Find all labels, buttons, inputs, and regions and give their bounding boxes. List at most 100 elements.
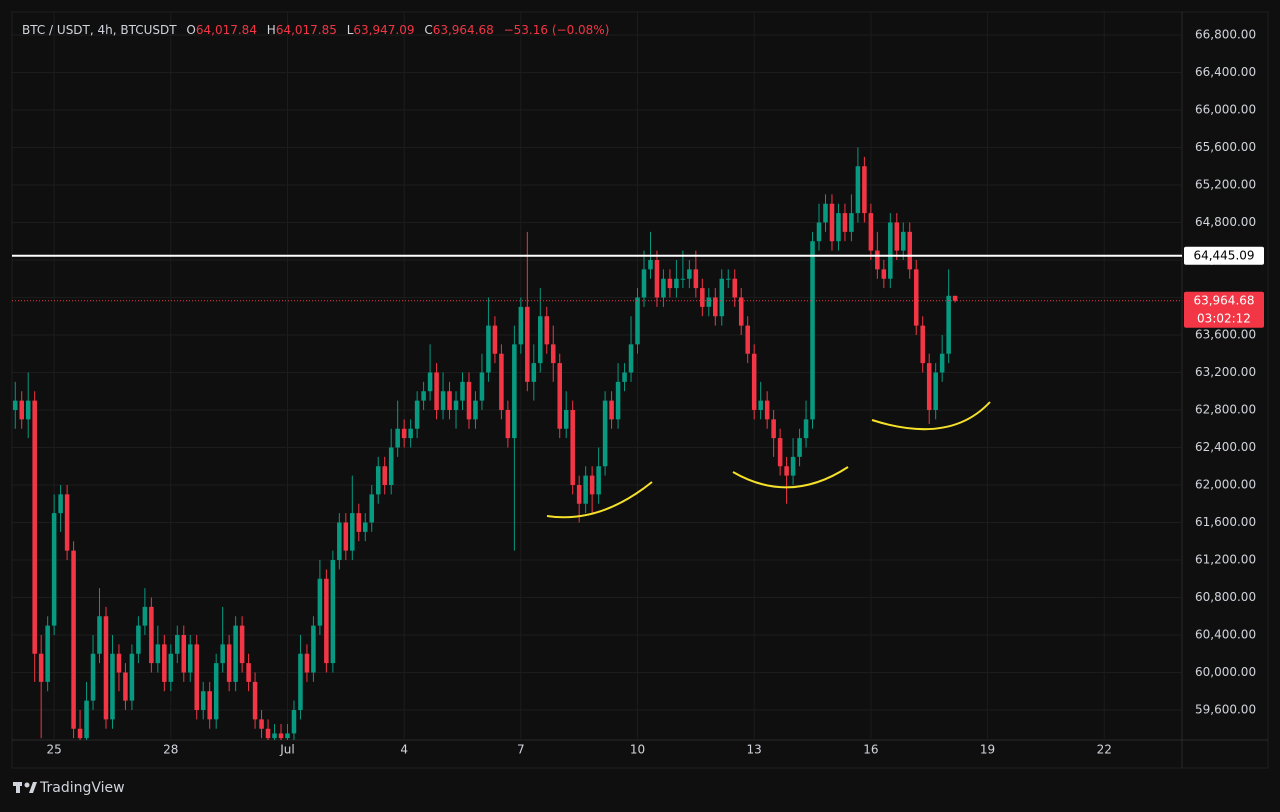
candle-body [304, 653, 310, 673]
candle-body [849, 213, 854, 232]
candle-body [181, 634, 187, 673]
candle-body [615, 381, 621, 420]
candle-body [926, 363, 932, 410]
x-tick-label: 19 [980, 743, 995, 757]
x-tick-label: 13 [747, 743, 762, 757]
logo: TradingView [13, 780, 125, 796]
y-tick-label: 62,000.00 [1195, 477, 1256, 491]
watermark: TradingView [39, 780, 125, 796]
x-tick-label: 25 [46, 743, 61, 757]
candle-body [149, 606, 154, 664]
candle-body [764, 400, 770, 420]
x-tick-label: 7 [517, 743, 525, 757]
candle-body [544, 316, 550, 345]
candle-body [687, 269, 692, 279]
candle-body [466, 381, 472, 420]
candle-body [187, 644, 193, 673]
candle-body [713, 297, 718, 317]
candle-body [200, 691, 206, 710]
candle-body [129, 653, 135, 701]
candle-body [395, 428, 400, 448]
y-tick-label: 59,600.00 [1195, 702, 1256, 716]
candle-body [460, 381, 465, 401]
candle-body [654, 259, 660, 298]
candle-body [45, 625, 50, 682]
candle-body [557, 363, 562, 429]
candle-body [479, 372, 485, 401]
candle-body [505, 409, 511, 439]
y-tick-label: 66,400.00 [1195, 65, 1256, 79]
candle-body [252, 681, 258, 720]
candle-body [946, 295, 951, 354]
ohlc-label: C [424, 23, 433, 37]
candle-body [71, 550, 76, 729]
chart-frame [11, 11, 1269, 769]
candle-body [220, 644, 225, 664]
candle-body [473, 400, 478, 420]
y-tick-label: 64,800.00 [1195, 215, 1256, 229]
candle-body [842, 213, 848, 232]
candle-body [952, 295, 958, 301]
candle-body [168, 653, 174, 682]
candle-body [667, 278, 673, 289]
y-tick-label: 65,600.00 [1195, 140, 1256, 154]
candle-body [375, 466, 381, 495]
candle-body [525, 306, 530, 382]
candle-body [810, 241, 815, 420]
candle-body [745, 325, 750, 354]
candle-body [913, 269, 919, 326]
candle-body [550, 344, 556, 364]
candle-body [103, 616, 109, 720]
candle-body [570, 409, 575, 485]
candle-body [226, 644, 232, 682]
x-tick-label: Jul [279, 743, 294, 757]
candle-body [648, 259, 653, 270]
change: −53.16 (−0.08%) [503, 23, 610, 37]
candle-body [337, 522, 342, 560]
candle-body [563, 409, 569, 429]
candle-body [596, 466, 601, 495]
candle-body [538, 316, 543, 364]
candle-body [693, 269, 699, 289]
countdown: 03:02:12 [1197, 311, 1251, 325]
candle-body [19, 400, 24, 420]
logo-icon [16, 782, 20, 793]
candle-body [583, 475, 588, 504]
candle-body [278, 733, 284, 739]
ohlc-value: 64,017.84 [195, 23, 257, 37]
candle-body [421, 391, 426, 401]
candle-body [700, 288, 705, 307]
candle-body [933, 372, 938, 410]
y-tick-label: 60,800.00 [1195, 590, 1256, 604]
candle-body [110, 653, 115, 720]
candle-body [388, 447, 394, 485]
candle-body [213, 663, 219, 720]
candle-body [246, 663, 251, 682]
candle-body [894, 222, 900, 251]
candle-body [311, 625, 316, 673]
last-price-box [1184, 291, 1264, 328]
candle-body [272, 733, 277, 739]
candle-body [680, 278, 686, 280]
candle-body [64, 494, 70, 551]
candle-body [123, 672, 128, 701]
candle-body [97, 616, 102, 654]
candle-body [142, 606, 148, 626]
candle-body [162, 644, 167, 682]
candle-body [363, 522, 368, 532]
candle-body [285, 733, 290, 739]
candle-body [875, 250, 880, 270]
y-tick-label: 63,200.00 [1195, 365, 1256, 379]
candle-body [77, 728, 83, 739]
candle-body [207, 691, 212, 720]
candle-body [939, 353, 945, 373]
candle-body [881, 269, 887, 279]
annotation-curve [871, 401, 991, 431]
candle-body [641, 269, 647, 298]
candle-body [823, 203, 828, 223]
overlay: 64,445.09 63,964.68 03:02:12 [12, 246, 1264, 328]
candle-body [862, 166, 867, 214]
candle-body [233, 625, 238, 682]
y-tick-label: 65,200.00 [1195, 177, 1256, 191]
